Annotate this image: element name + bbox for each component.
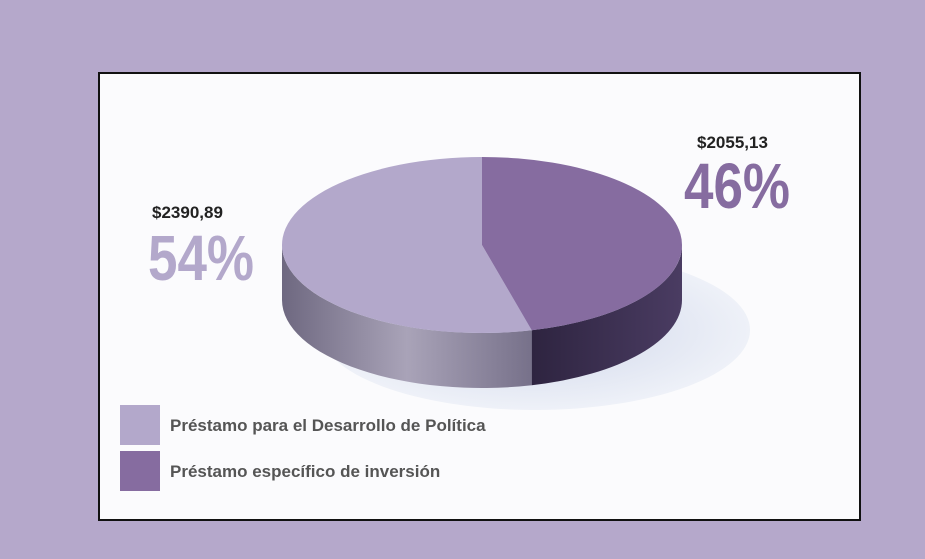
legend: Préstamo para el Desarrollo de Política P… [120, 405, 486, 491]
legend-swatch [120, 451, 160, 491]
slice-side [282, 245, 532, 388]
percent-label: 54% [148, 222, 254, 294]
slice [281, 157, 532, 333]
pie [281, 157, 682, 388]
slice-side [531, 245, 682, 386]
amount-label: $2055,13 [697, 133, 768, 152]
percent-label: 46% [684, 150, 790, 222]
slice [482, 157, 682, 331]
legend-swatch [120, 405, 160, 445]
legend-label: Préstamo para el Desarrollo de Política [170, 416, 486, 435]
amount-label: $2390,89 [152, 203, 223, 222]
legend-label: Préstamo específico de inversión [170, 462, 440, 481]
